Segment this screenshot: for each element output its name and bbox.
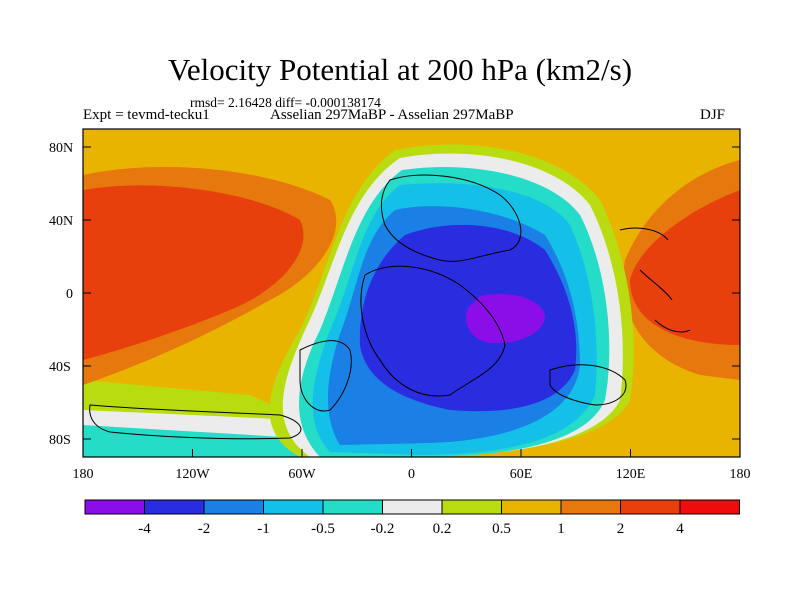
colorbar-swatch xyxy=(561,500,621,514)
colorbar-label: -1 xyxy=(257,521,270,537)
colorbar-swatch xyxy=(144,500,204,514)
x-tick-label: 180 xyxy=(73,467,94,482)
colorbar-frame xyxy=(84,499,740,515)
field-band-neg02 xyxy=(83,425,330,457)
low-core-purple xyxy=(466,294,546,344)
x-tick-label: 60E xyxy=(510,467,533,482)
colorbar-label: 2 xyxy=(617,521,625,537)
x-tick-label: 0 xyxy=(408,467,415,482)
colorbar-label: 0.5 xyxy=(492,521,511,537)
x-ticks xyxy=(82,449,741,457)
plot-title: Velocity Potential at 200 hPa (km2/s) xyxy=(167,52,633,87)
x-tick-label: 60W xyxy=(288,467,316,482)
colorbar-swatch xyxy=(204,500,264,514)
colorbar-label: 0.2 xyxy=(433,521,452,537)
stats-line: rmsd= 2.16428 diff= -0.000138174 xyxy=(190,95,381,110)
y-tick-label: 80S xyxy=(49,433,71,448)
experiment-name: Asselian 297MaBP - Asselian 297MaBP xyxy=(270,107,514,123)
colorbar-swatch xyxy=(620,500,680,514)
colorbar-label: -4 xyxy=(138,521,151,537)
colorbar-swatch xyxy=(85,500,145,514)
continent-outlines xyxy=(89,174,691,440)
colorbar-swatch xyxy=(680,500,740,514)
colorbar-swatch xyxy=(442,500,502,514)
x-tick-label: 180 xyxy=(730,467,751,482)
colorbar-label: -2 xyxy=(198,521,211,537)
colorbar-swatch xyxy=(382,500,442,514)
colorbar: -4 -2 -1 -0.5 -0.2 0.2 0.5 1 2 4 xyxy=(84,499,740,537)
colorbar-label: 1 xyxy=(557,521,565,537)
colorbar-swatch xyxy=(323,500,383,514)
colorbar-swatch xyxy=(263,500,323,514)
colorbar-dividers xyxy=(144,500,681,514)
colorbar-label: 4 xyxy=(676,521,684,537)
east-high-band2 xyxy=(630,190,740,345)
y-ticks xyxy=(83,146,740,440)
y-tick-label: 40S xyxy=(49,360,71,375)
colorbar-label: -0.5 xyxy=(311,521,335,537)
x-tick-label: 120E xyxy=(616,467,646,482)
y-tick-label: 0 xyxy=(66,287,73,302)
y-tick-label: 40N xyxy=(49,214,73,229)
west-high-band2 xyxy=(83,185,304,360)
velocity-potential-field xyxy=(83,129,740,457)
y-tick-label: 80N xyxy=(49,141,73,156)
season-label: DJF xyxy=(700,107,726,123)
colorbar-swatch xyxy=(501,500,561,514)
colorbar-label: -0.2 xyxy=(371,521,395,537)
x-tick-label: 120W xyxy=(175,467,210,482)
expt-label: Expt = tevmd-tecku1 xyxy=(83,107,210,123)
